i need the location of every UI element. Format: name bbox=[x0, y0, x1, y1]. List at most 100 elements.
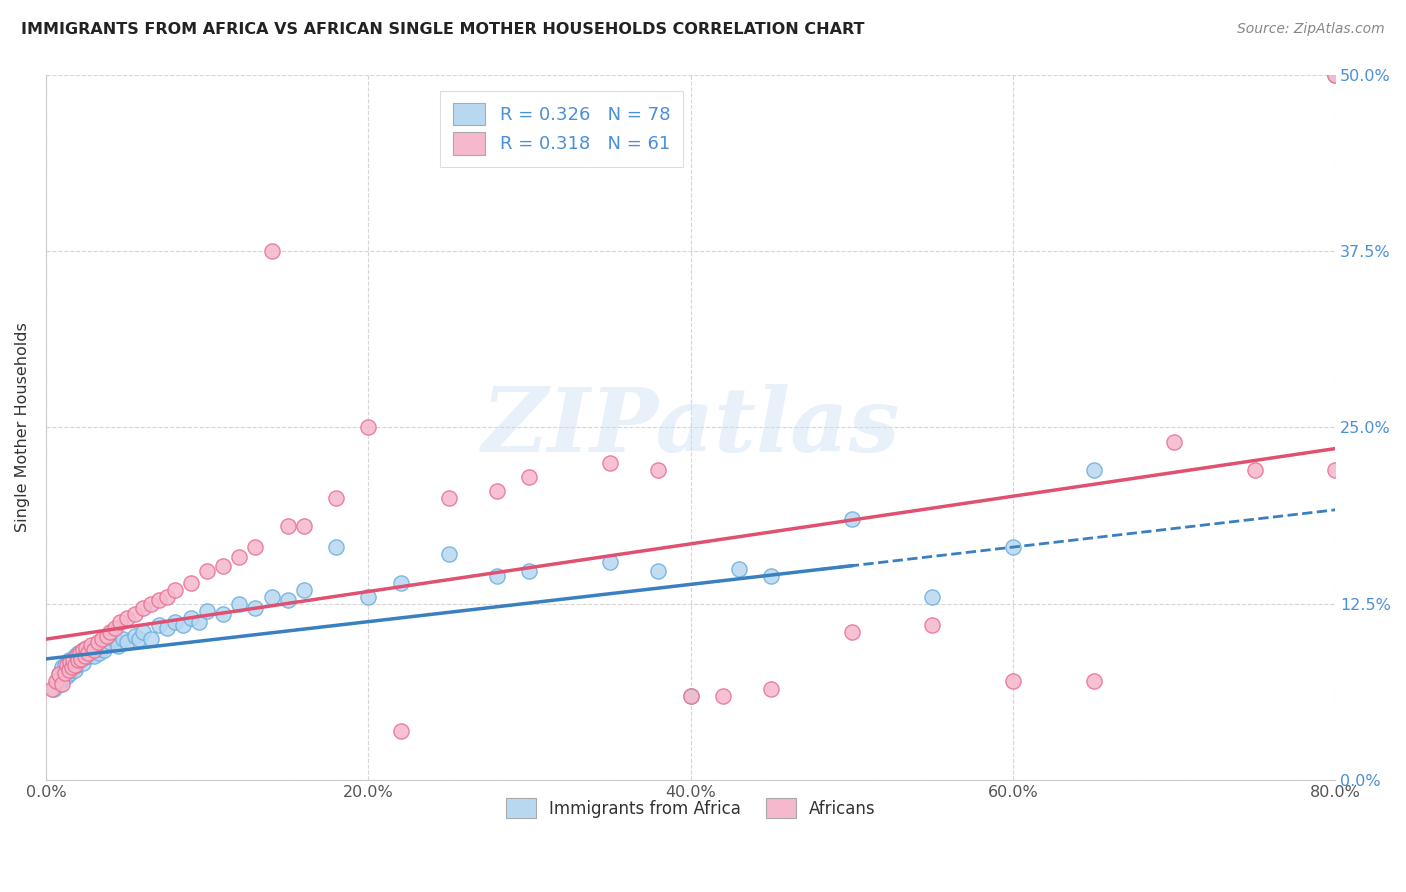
Point bbox=[679, 689, 702, 703]
Point bbox=[60, 655, 83, 669]
Point bbox=[292, 582, 315, 597]
Point bbox=[53, 657, 76, 672]
Point bbox=[761, 681, 783, 696]
Point bbox=[1083, 674, 1105, 689]
Point bbox=[56, 669, 79, 683]
Point bbox=[100, 635, 122, 649]
Point bbox=[325, 541, 347, 555]
Point bbox=[96, 629, 118, 643]
Point bbox=[53, 663, 76, 677]
Point bbox=[65, 649, 87, 664]
Point bbox=[83, 643, 105, 657]
Point bbox=[180, 575, 202, 590]
Point bbox=[59, 655, 82, 669]
Point bbox=[52, 666, 75, 681]
Point bbox=[172, 618, 194, 632]
Point bbox=[83, 649, 105, 664]
Point bbox=[45, 674, 67, 689]
Point bbox=[59, 657, 82, 672]
Point bbox=[228, 597, 250, 611]
Point bbox=[519, 565, 541, 579]
Point bbox=[139, 632, 162, 647]
Text: ZIPatlas: ZIPatlas bbox=[482, 384, 900, 471]
Point bbox=[75, 640, 97, 655]
Point bbox=[80, 646, 103, 660]
Point bbox=[156, 590, 179, 604]
Point bbox=[1001, 541, 1024, 555]
Point bbox=[79, 643, 101, 657]
Point bbox=[647, 565, 669, 579]
Point bbox=[48, 667, 70, 681]
Point bbox=[58, 663, 80, 677]
Point bbox=[76, 646, 98, 660]
Point bbox=[180, 611, 202, 625]
Point bbox=[46, 674, 69, 689]
Point bbox=[91, 640, 114, 655]
Point bbox=[212, 607, 235, 621]
Point bbox=[260, 590, 283, 604]
Point bbox=[124, 629, 146, 643]
Legend: Immigrants from Africa, Africans: Immigrants from Africa, Africans bbox=[499, 791, 883, 825]
Point bbox=[292, 519, 315, 533]
Point bbox=[139, 597, 162, 611]
Point bbox=[1163, 434, 1185, 449]
Point bbox=[60, 660, 83, 674]
Point bbox=[93, 643, 115, 657]
Point bbox=[921, 618, 943, 632]
Point bbox=[679, 689, 702, 703]
Point bbox=[112, 632, 135, 647]
Point bbox=[76, 649, 98, 664]
Point bbox=[357, 590, 380, 604]
Point bbox=[107, 639, 129, 653]
Point bbox=[73, 649, 96, 664]
Point bbox=[1324, 463, 1347, 477]
Point bbox=[104, 621, 127, 635]
Point bbox=[1243, 463, 1265, 477]
Point bbox=[841, 625, 863, 640]
Point bbox=[41, 681, 63, 696]
Text: IMMIGRANTS FROM AFRICA VS AFRICAN SINGLE MOTHER HOUSEHOLDS CORRELATION CHART: IMMIGRANTS FROM AFRICA VS AFRICAN SINGLE… bbox=[21, 22, 865, 37]
Point bbox=[325, 491, 347, 505]
Point bbox=[277, 592, 299, 607]
Point bbox=[163, 615, 186, 630]
Point bbox=[91, 632, 114, 647]
Point bbox=[128, 632, 150, 647]
Point bbox=[82, 640, 104, 655]
Text: Source: ZipAtlas.com: Source: ZipAtlas.com bbox=[1237, 22, 1385, 37]
Y-axis label: Single Mother Households: Single Mother Households bbox=[15, 323, 30, 533]
Point bbox=[48, 667, 70, 681]
Point bbox=[245, 541, 267, 555]
Point bbox=[70, 652, 93, 666]
Point bbox=[69, 646, 91, 660]
Point bbox=[51, 672, 73, 686]
Point bbox=[212, 558, 235, 573]
Point bbox=[195, 565, 218, 579]
Point bbox=[728, 561, 751, 575]
Point bbox=[228, 550, 250, 565]
Point bbox=[63, 649, 86, 664]
Point bbox=[42, 681, 65, 696]
Point bbox=[711, 689, 734, 703]
Point bbox=[53, 666, 76, 681]
Point bbox=[103, 632, 125, 647]
Point bbox=[389, 723, 412, 738]
Point bbox=[72, 656, 94, 670]
Point bbox=[245, 601, 267, 615]
Point bbox=[389, 575, 412, 590]
Point bbox=[841, 512, 863, 526]
Point bbox=[260, 244, 283, 258]
Point bbox=[58, 653, 80, 667]
Point bbox=[62, 660, 84, 674]
Point bbox=[1083, 463, 1105, 477]
Point bbox=[62, 652, 84, 666]
Point bbox=[60, 663, 83, 677]
Point bbox=[519, 470, 541, 484]
Point bbox=[357, 420, 380, 434]
Point bbox=[647, 463, 669, 477]
Point bbox=[96, 638, 118, 652]
Point bbox=[599, 554, 621, 568]
Point bbox=[188, 615, 211, 630]
Point bbox=[49, 677, 72, 691]
Point bbox=[195, 604, 218, 618]
Point bbox=[156, 621, 179, 635]
